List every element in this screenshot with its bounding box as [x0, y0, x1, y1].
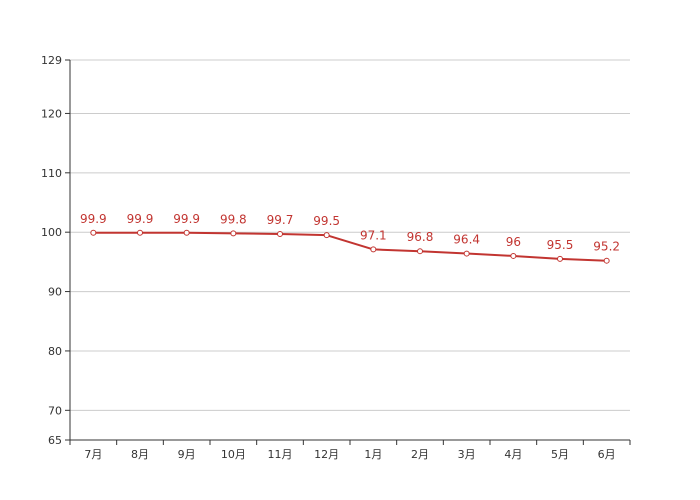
data-point — [417, 248, 423, 255]
data-label: 99.9 — [173, 212, 200, 226]
y-tick-label: 120 — [41, 107, 62, 120]
data-point — [183, 229, 190, 236]
data-label: 97.1 — [360, 228, 387, 242]
data-label: 95.2 — [593, 240, 620, 254]
y-tick-label: 100 — [41, 226, 62, 239]
data-label: 99.7 — [267, 213, 294, 227]
x-tick-label: 12月 — [314, 448, 339, 461]
y-tick-label: 110 — [41, 167, 62, 180]
data-point — [370, 246, 377, 253]
data-point — [137, 229, 143, 236]
x-tick-label: 1月 — [364, 448, 382, 461]
x-tick-label: 2月 — [411, 448, 429, 461]
data-label: 99.9 — [80, 212, 107, 226]
data-label: 99.8 — [220, 212, 247, 226]
data-point — [557, 255, 563, 262]
data-label: 96.4 — [453, 233, 480, 247]
data-point — [323, 232, 330, 239]
data-label: 96 — [506, 235, 521, 249]
grid-layer — [70, 59, 630, 411]
y-tick-label: 65 — [48, 434, 62, 447]
x-tick-label: 7月 — [84, 448, 102, 461]
data-point — [463, 250, 470, 257]
series-layer — [90, 229, 610, 264]
y-tick-label: 70 — [48, 404, 62, 417]
data-point — [277, 230, 283, 237]
data-label: 99.5 — [313, 214, 340, 228]
x-tick-label: 5月 — [551, 448, 569, 461]
series-line — [93, 231, 607, 262]
axis-layer: 65 70 80 90 100 110 120 129 7月 8月 9月 10月 11月 12月 1月 2月 3… — [41, 54, 631, 461]
label-layer: 99.9 99.9 99.9 99.8 99.7 99.5 97.1 96.8 96.4 96 95… — [80, 212, 620, 254]
data-point — [90, 229, 97, 236]
x-tick-label: 4月 — [504, 448, 522, 461]
x-tick-label: 6月 — [598, 448, 616, 461]
x-tick-label: 3月 — [458, 448, 476, 461]
data-point — [230, 230, 237, 237]
x-tick-label: 11月 — [268, 448, 293, 461]
y-tick-label: 129 — [41, 54, 62, 67]
data-point — [510, 252, 517, 259]
x-tick-label: 9月 — [178, 448, 196, 461]
data-point — [603, 257, 610, 264]
data-label: 99.9 — [127, 212, 154, 226]
x-tick-label: 8月 — [131, 448, 149, 461]
y-tick-label: 80 — [48, 345, 62, 358]
x-tick-label: 10月 — [221, 448, 246, 461]
y-tick-label: 90 — [48, 286, 62, 299]
data-label: 95.5 — [547, 238, 574, 252]
data-label: 96.8 — [407, 230, 434, 244]
